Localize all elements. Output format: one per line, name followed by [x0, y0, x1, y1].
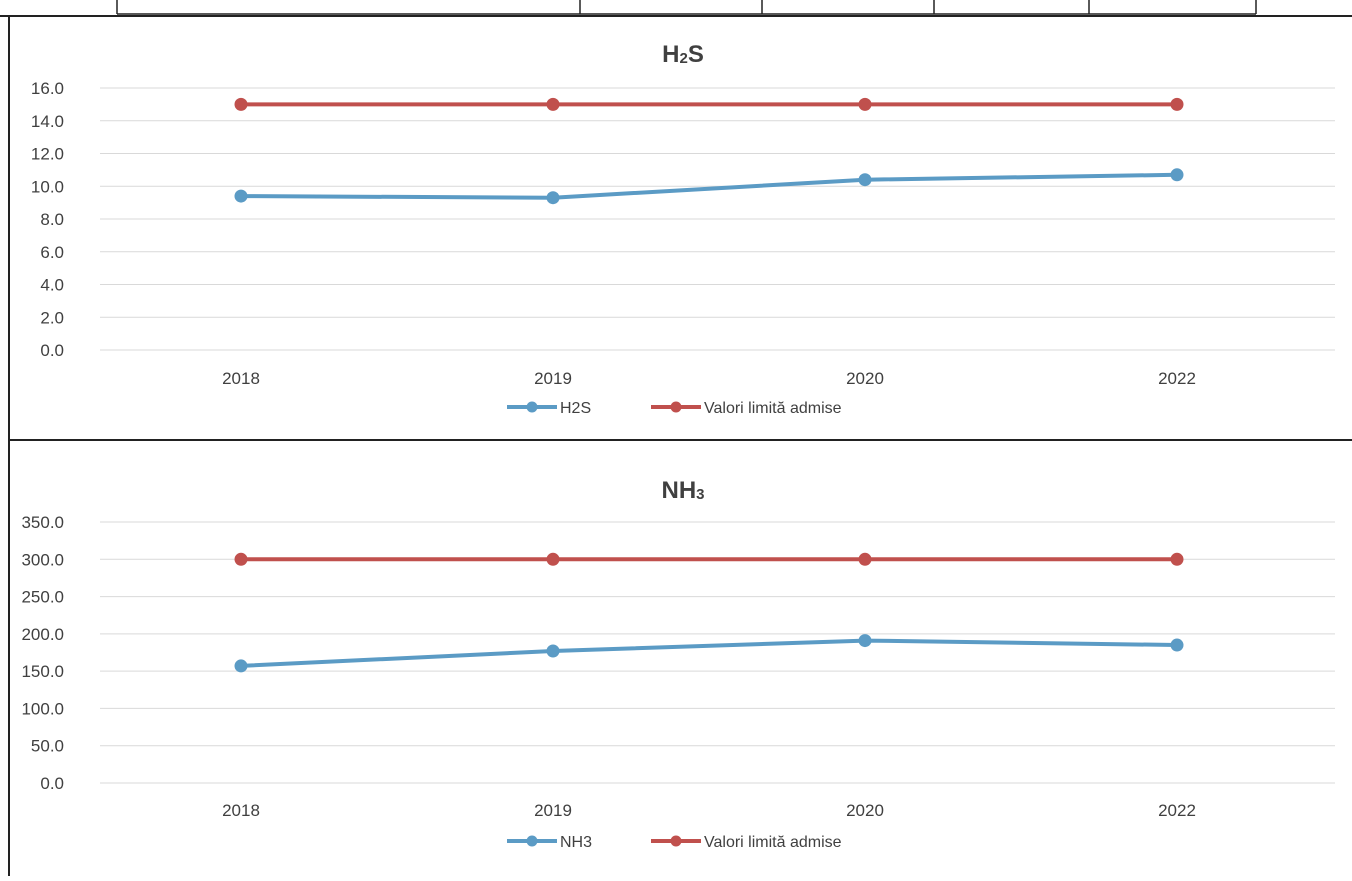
data-point	[1170, 552, 1184, 566]
table-remnant	[116, 0, 1257, 15]
data-point	[858, 552, 872, 566]
data-point	[858, 97, 872, 111]
legend: H2S Valori limită admise	[507, 400, 842, 417]
data-point	[1170, 168, 1184, 182]
y-tick-label: 6.0	[40, 243, 64, 262]
y-axis-tick-labels: 0.0 2.0 4.0 6.0 8.0 10.0 12.0 14.0 16.0	[31, 79, 64, 360]
y-tick-label: 350.0	[21, 513, 64, 532]
x-tick-label: 2019	[534, 369, 572, 388]
data-point	[546, 644, 560, 658]
legend-label: Valori limită admise	[704, 400, 842, 417]
legend-swatch-marker	[670, 401, 682, 413]
x-axis-tick-labels: 2018 2019 2020 2022	[222, 369, 1196, 388]
x-tick-label: 2019	[534, 801, 572, 820]
x-tick-label: 2022	[1158, 369, 1196, 388]
chart-title: NH3	[661, 477, 704, 504]
series-layer	[234, 552, 1184, 673]
y-tick-label: 4.0	[40, 276, 64, 295]
data-point	[1170, 638, 1184, 652]
y-tick-label: 300.0	[21, 550, 64, 569]
chart-nh3: NH3 0.0 50.0 100.0 150.0 200.0 250.0 300.0 350.…	[21, 477, 1335, 851]
y-tick-label: 14.0	[31, 112, 64, 131]
grid-lines	[100, 87, 1335, 351]
data-point	[546, 191, 560, 205]
data-point	[1170, 97, 1184, 111]
y-tick-label: 100.0	[21, 699, 64, 718]
y-tick-label: 0.0	[40, 774, 64, 793]
series-layer	[234, 97, 1184, 205]
y-tick-label: 0.0	[40, 341, 64, 360]
y-tick-label: 12.0	[31, 145, 64, 164]
data-point	[234, 97, 248, 111]
chart-h2s: H2S 0.0 2.0 4.0 6.0 8.0 10.0 12.0 14.0 16.0 2018…	[31, 41, 1335, 417]
legend: NH3 Valori limită admise	[507, 834, 842, 851]
data-point	[234, 659, 248, 673]
x-tick-label: 2020	[846, 369, 884, 388]
y-tick-label: 2.0	[40, 308, 64, 327]
x-tick-label: 2018	[222, 369, 260, 388]
x-tick-label: 2018	[222, 801, 260, 820]
y-tick-label: 150.0	[21, 662, 64, 681]
legend-swatch-marker	[526, 835, 538, 847]
y-tick-label: 250.0	[21, 588, 64, 607]
series-line-0	[240, 638, 1178, 668]
data-point	[858, 634, 872, 648]
data-point	[546, 552, 560, 566]
y-tick-label: 50.0	[31, 737, 64, 756]
legend-label: H2S	[560, 400, 591, 417]
x-tick-label: 2020	[846, 801, 884, 820]
data-point	[234, 552, 248, 566]
x-axis-tick-labels: 2018 2019 2020 2022	[222, 801, 1196, 820]
legend-swatch-marker	[670, 835, 682, 847]
y-tick-label: 10.0	[31, 177, 64, 196]
data-point	[858, 173, 872, 187]
series-line-0	[240, 172, 1178, 200]
y-axis-tick-labels: 0.0 50.0 100.0 150.0 200.0 250.0 300.0 350.0	[21, 513, 64, 793]
y-tick-label: 8.0	[40, 210, 64, 229]
data-point	[234, 189, 248, 203]
chart-title: H2S	[662, 41, 704, 68]
legend-swatch-marker	[526, 401, 538, 413]
y-tick-label: 200.0	[21, 625, 64, 644]
data-point	[546, 97, 560, 111]
y-tick-label: 16.0	[31, 79, 64, 98]
legend-label: Valori limită admise	[704, 834, 842, 851]
legend-label: NH3	[560, 834, 592, 851]
x-tick-label: 2022	[1158, 801, 1196, 820]
